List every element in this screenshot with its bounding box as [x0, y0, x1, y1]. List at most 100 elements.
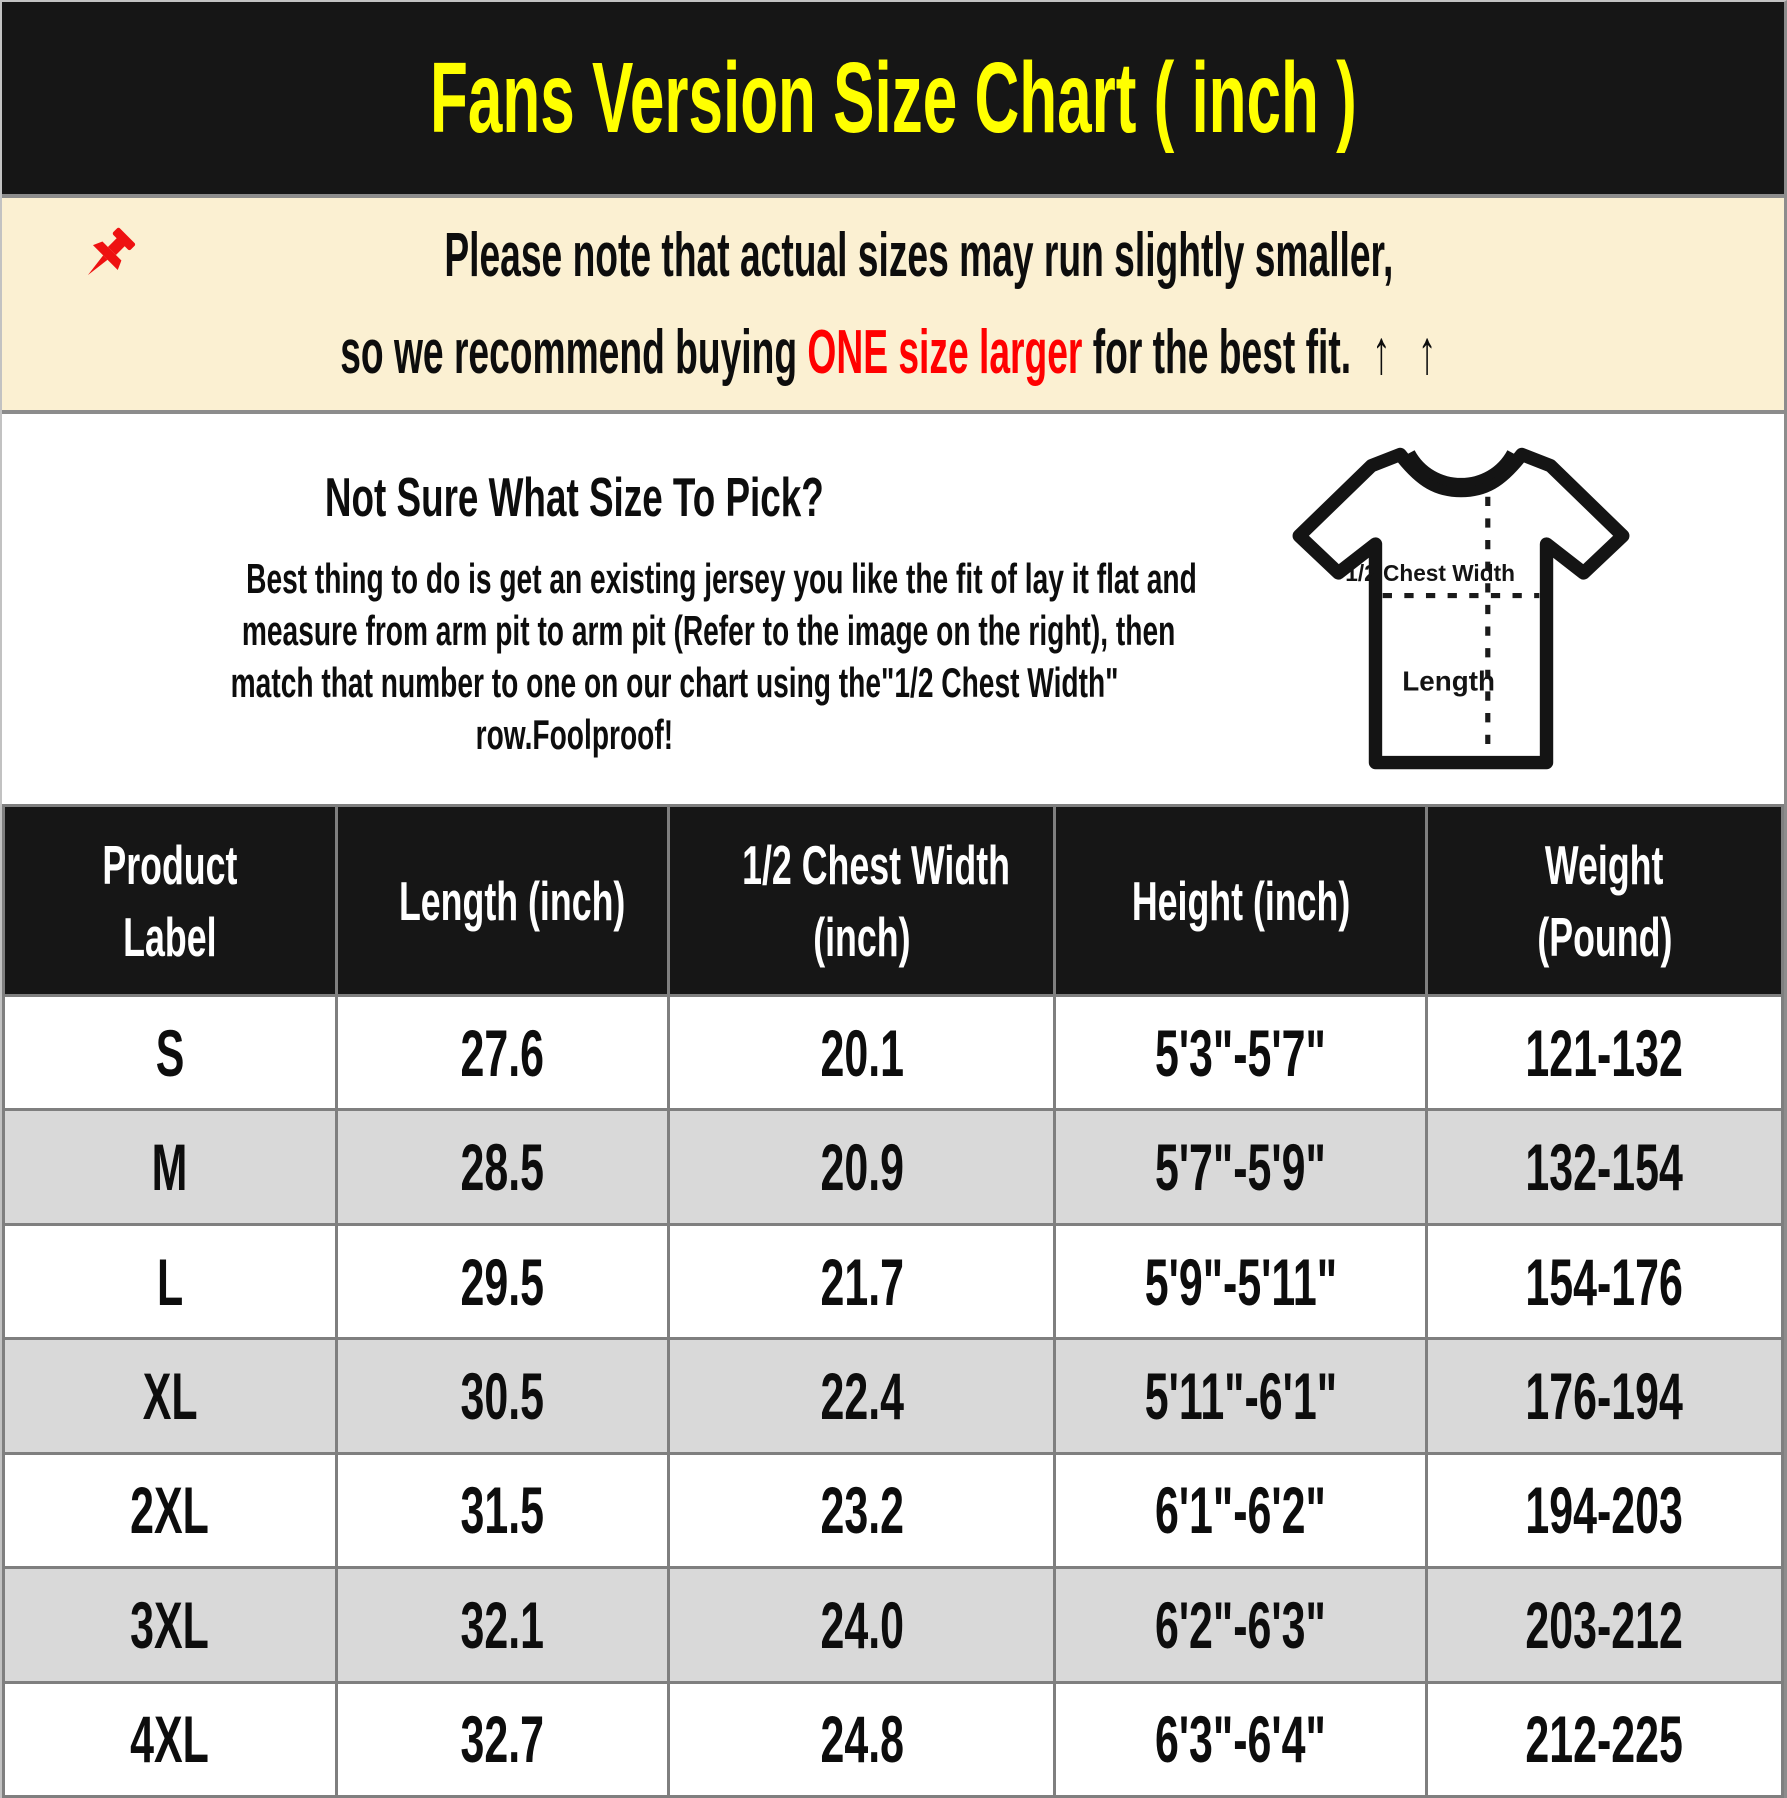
table-cell: M [2, 1108, 338, 1226]
table-cell: 5'7"-5'9" [1053, 1108, 1429, 1226]
tshirt-outline [1292, 447, 1629, 770]
table-cell: 32.1 [334, 1566, 671, 1684]
cell-text: XL [142, 1358, 198, 1433]
size-help-text: Not Sure What Size To Pick? Best thing t… [2, 414, 1197, 804]
size-help-line-text: match that number to one on our chart us… [230, 659, 1119, 706]
header-line: (Pound) [1537, 905, 1673, 968]
size-help-heading: Not Sure What Size To Pick? [12, 467, 1137, 527]
table-cell: 22.4 [667, 1337, 1057, 1455]
cell-text: 29.5 [460, 1244, 545, 1319]
cell-text: 24.8 [820, 1702, 904, 1777]
tshirt-diagram: 1/2 Chest Width Length [1137, 414, 1784, 804]
table-cell: 24.0 [667, 1566, 1057, 1684]
table-cell: 21.7 [667, 1222, 1057, 1341]
table-cell: 121-132 [1425, 993, 1784, 1112]
table-cell: 30.5 [334, 1337, 671, 1455]
size-help-line: Best thing to do is get an existing jers… [12, 553, 1197, 605]
table-row-m: M 28.5 20.9 5'7"-5'9" 132-154 [2, 1108, 1784, 1226]
cell-text: 4XL [130, 1702, 210, 1777]
table-cell: S [2, 993, 338, 1112]
table-cell: 20.9 [667, 1108, 1057, 1226]
title-band: Fans Version Size Chart ( inch ) [2, 2, 1784, 194]
table-cell: 154-176 [1425, 1222, 1784, 1341]
size-table-wrap: Product Label Length (inch) 1/2 Chest Wi… [2, 804, 1784, 1798]
up-arrows: ↑ ↑ [1372, 318, 1446, 387]
cell-text: 132-154 [1525, 1130, 1684, 1205]
size-help-section: Not Sure What Size To Pick? Best thing t… [2, 414, 1784, 804]
cell-text: L [156, 1244, 183, 1319]
table-cell: 2XL [2, 1451, 338, 1570]
table-cell: 4XL [2, 1680, 338, 1798]
note-line2-highlight: ONE size larger [807, 318, 1083, 387]
size-help-heading-text: Not Sure What Size To Pick? [325, 466, 824, 528]
size-help-line-text: Best thing to do is get an existing jers… [246, 555, 1197, 602]
cell-text: 5'11"-6'1" [1144, 1358, 1337, 1433]
cell-text: 31.5 [460, 1473, 545, 1548]
cell-text: 28.5 [460, 1130, 545, 1205]
cell-text: 6'2"-6'3" [1155, 1587, 1327, 1662]
note-line-1: Please note that actual sizes may run sl… [76, 220, 1710, 291]
pushpin-icon [88, 227, 136, 275]
note-section: Please note that actual sizes may run sl… [2, 198, 1784, 410]
table-row-4xl: 4XL 32.7 24.8 6'3"-6'4" 212-225 [2, 1680, 1784, 1798]
header-line: Product [102, 833, 238, 896]
table-cell: XL [2, 1337, 338, 1455]
table-cell: 27.6 [334, 993, 671, 1112]
size-table: Product Label Length (inch) 1/2 Chest Wi… [2, 804, 1784, 1798]
size-help-line-text: measure from arm pit to arm pit (Refer t… [241, 607, 1176, 654]
cell-text: 5'9"-5'11" [1144, 1244, 1337, 1319]
header-line: (inch) [813, 905, 911, 968]
cell-text: 5'3"-5'7" [1155, 1015, 1327, 1090]
cell-text: 23.2 [820, 1473, 904, 1548]
note-line1-text: Please note that actual sizes may run sl… [444, 221, 1394, 290]
note-line2-suffix: for the best fit. [1082, 318, 1362, 387]
section-divider [2, 410, 1784, 414]
table-cell: 23.2 [667, 1451, 1057, 1570]
cell-text: 32.7 [460, 1702, 545, 1777]
size-help-line: row.Foolproof! [12, 709, 1137, 761]
cell-text: 3XL [130, 1587, 210, 1662]
cell-text: 212-225 [1525, 1702, 1684, 1777]
table-row-l: L 29.5 21.7 5'9"-5'11" 154-176 [2, 1222, 1784, 1341]
tshirt-icon: 1/2 Chest Width Length [1292, 447, 1629, 770]
table-cell: 5'3"-5'7" [1053, 993, 1429, 1112]
header-line: Length (inch) [398, 869, 625, 932]
header-chest-width: 1/2 Chest Width (inch) [667, 804, 1057, 997]
cell-text: 194-203 [1525, 1473, 1684, 1548]
size-help-line: match that number to one on our chart us… [12, 657, 1137, 709]
chest-width-label: 1/2 Chest Width [1345, 560, 1515, 586]
header-height: Height (inch) [1053, 804, 1429, 997]
table-cell: 6'2"-6'3" [1053, 1566, 1429, 1684]
table-cell: 203-212 [1425, 1566, 1784, 1684]
cell-text: S [155, 1015, 185, 1090]
cell-text: 20.9 [820, 1130, 904, 1205]
cell-text: M [151, 1130, 188, 1205]
header-line: 1/2 Chest Width [742, 833, 1011, 896]
cell-text: 30.5 [460, 1358, 545, 1433]
header-product-label: Product Label [2, 804, 338, 997]
table-cell: 5'9"-5'11" [1053, 1222, 1429, 1341]
collar-line [1405, 449, 1516, 487]
table-cell: 5'11"-6'1" [1053, 1337, 1429, 1455]
header-length: Length (inch) [334, 804, 671, 997]
table-cell: 3XL [2, 1566, 338, 1684]
table-cell: 176-194 [1425, 1337, 1784, 1455]
table-cell: L [2, 1222, 338, 1341]
length-label: Length [1402, 665, 1495, 696]
cell-text: 2XL [130, 1473, 210, 1548]
note-line-2: so we recommend buying ONE size larger f… [0, 317, 1787, 388]
table-cell: 132-154 [1425, 1108, 1784, 1226]
cell-text: 21.7 [820, 1244, 904, 1319]
cell-text: 32.1 [460, 1587, 545, 1662]
cell-text: 20.1 [820, 1015, 904, 1090]
header-weight: Weight (Pound) [1425, 804, 1784, 997]
header-line: Height (inch) [1131, 869, 1350, 932]
cell-text: 121-132 [1525, 1015, 1684, 1090]
cell-text: 176-194 [1525, 1358, 1684, 1433]
table-cell: 32.7 [334, 1680, 671, 1798]
table-cell: 29.5 [334, 1222, 671, 1341]
cell-text: 6'1"-6'2" [1155, 1473, 1327, 1548]
cell-text: 27.6 [460, 1015, 545, 1090]
table-cell: 6'3"-6'4" [1053, 1680, 1429, 1798]
